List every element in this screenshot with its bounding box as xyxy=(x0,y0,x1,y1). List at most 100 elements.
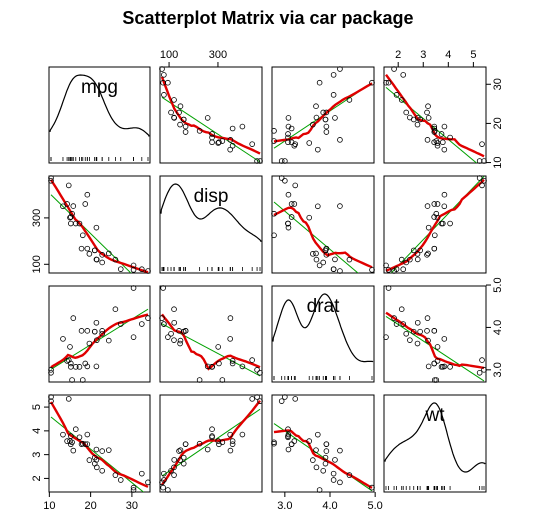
data-point xyxy=(67,214,73,221)
data-point xyxy=(70,447,77,454)
data-point xyxy=(91,247,98,254)
data-point xyxy=(322,460,329,467)
data-point xyxy=(323,441,330,447)
y-tick-label: 4.0 xyxy=(492,320,504,335)
data-point xyxy=(332,115,338,121)
data-point xyxy=(216,360,222,367)
chart-title: Scatterplot Matrix via car package xyxy=(122,8,413,28)
data-point xyxy=(410,328,417,335)
panel-frame xyxy=(383,394,487,493)
data-point xyxy=(182,328,189,334)
data-point xyxy=(438,131,445,137)
smooth-fit-line xyxy=(50,313,149,369)
y-tick-label: 300 xyxy=(31,209,43,227)
data-point xyxy=(414,115,421,121)
data-point xyxy=(161,321,167,327)
data-point xyxy=(481,158,487,164)
data-point xyxy=(67,344,73,350)
data-point xyxy=(65,396,72,402)
panel-drat-vs-drat: drat xyxy=(271,285,375,383)
data-point xyxy=(417,247,423,254)
data-point xyxy=(182,123,189,130)
data-point xyxy=(332,256,338,263)
data-point xyxy=(48,394,54,400)
panel-frame xyxy=(159,285,263,383)
data-point xyxy=(227,336,233,342)
data-point xyxy=(239,431,246,438)
density-curve-disp xyxy=(160,183,262,242)
data-point xyxy=(68,364,74,370)
fit-lines xyxy=(50,308,149,370)
data-point xyxy=(441,203,448,210)
panel-frame xyxy=(48,66,151,164)
data-point xyxy=(323,129,330,135)
data-point xyxy=(393,92,400,98)
data-point xyxy=(216,139,222,146)
data-point xyxy=(227,146,233,153)
data-point xyxy=(434,140,441,146)
data-point xyxy=(271,128,277,134)
linear-fit-line xyxy=(161,96,261,163)
x-tick-label: 100 xyxy=(160,49,178,61)
data-point xyxy=(400,266,407,273)
data-point xyxy=(414,319,421,326)
data-point xyxy=(330,72,337,78)
panel-mpg-vs-drat xyxy=(271,66,375,164)
data-point xyxy=(271,138,277,144)
data-point xyxy=(204,115,211,121)
panel-frame xyxy=(159,175,263,274)
fit-lines xyxy=(385,176,485,273)
fit-lines xyxy=(160,76,261,163)
data-point xyxy=(447,364,453,370)
data-point xyxy=(282,177,288,184)
linear-fit-line xyxy=(50,194,132,273)
data-point xyxy=(254,367,260,373)
y-tick-label: 4 xyxy=(31,428,43,434)
x-tick-label: 4.0 xyxy=(322,500,337,512)
data-point xyxy=(306,438,313,444)
data-point xyxy=(425,115,432,121)
data-point xyxy=(425,337,431,344)
fit-lines xyxy=(385,73,485,163)
data-point xyxy=(313,114,320,121)
data-point xyxy=(403,330,410,337)
data-point xyxy=(315,203,321,210)
diagonal-label-mpg: mpg xyxy=(81,77,118,98)
data-point xyxy=(306,214,313,221)
data-point xyxy=(292,182,299,189)
data-point xyxy=(400,72,407,78)
data-point xyxy=(196,128,203,134)
panel-wt-vs-drat xyxy=(271,394,375,493)
data-point xyxy=(278,158,285,164)
data-point xyxy=(320,468,327,474)
data-point xyxy=(79,377,86,383)
data-point xyxy=(76,220,83,227)
data-point xyxy=(383,79,389,86)
data-point xyxy=(425,363,432,370)
data-point xyxy=(130,262,137,269)
x-tick-label: 4 xyxy=(445,49,451,61)
data-point xyxy=(60,203,66,210)
data-point xyxy=(196,377,203,383)
x-tick-label: 300 xyxy=(209,49,227,61)
data-point xyxy=(391,66,397,72)
data-point xyxy=(93,457,100,463)
data-point xyxy=(105,250,112,257)
data-point xyxy=(323,109,330,116)
data-point xyxy=(393,266,400,272)
data-point xyxy=(99,328,105,334)
data-point xyxy=(254,158,260,164)
data-point xyxy=(292,396,299,402)
data-point xyxy=(431,360,437,367)
panel-frame xyxy=(383,66,487,164)
data-point xyxy=(165,334,171,340)
panel-frame xyxy=(383,285,487,383)
data-point xyxy=(285,431,292,438)
panel-frame xyxy=(271,175,375,274)
data-point xyxy=(117,266,124,272)
data-point xyxy=(271,210,277,217)
data-point xyxy=(337,268,343,274)
data-point xyxy=(99,448,105,454)
data-point xyxy=(130,484,137,491)
data-point xyxy=(306,140,313,146)
